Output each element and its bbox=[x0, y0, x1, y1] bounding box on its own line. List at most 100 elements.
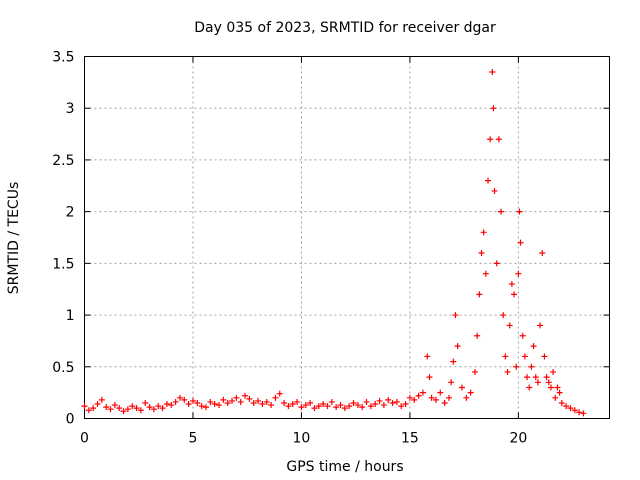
data-point bbox=[476, 291, 483, 298]
data-point bbox=[521, 353, 528, 360]
plot-frame bbox=[84, 56, 610, 419]
data-point bbox=[233, 394, 240, 401]
data-point bbox=[194, 399, 201, 406]
data-point bbox=[229, 397, 236, 404]
data-point bbox=[534, 379, 541, 386]
data-point bbox=[458, 384, 465, 391]
data-point bbox=[415, 392, 422, 399]
data-point bbox=[142, 399, 149, 406]
data-point bbox=[426, 374, 433, 381]
y-tick-label: 1.5 bbox=[52, 256, 74, 272]
data-point bbox=[580, 410, 587, 417]
data-point bbox=[354, 402, 361, 409]
data-point bbox=[454, 343, 461, 350]
data-point bbox=[513, 363, 520, 370]
data-point bbox=[576, 409, 583, 416]
x-tick-label: 0 bbox=[80, 431, 89, 447]
data-point bbox=[124, 406, 131, 413]
data-point bbox=[302, 402, 309, 409]
data-point bbox=[137, 407, 144, 414]
data-point bbox=[487, 136, 494, 143]
data-point bbox=[198, 403, 205, 410]
data-point bbox=[207, 398, 214, 405]
data-point bbox=[367, 403, 374, 410]
data-point bbox=[172, 398, 179, 405]
y-tick-label: 2.5 bbox=[52, 153, 74, 169]
data-point bbox=[185, 401, 192, 408]
x-tick-label: 15 bbox=[401, 431, 419, 447]
data-point bbox=[489, 69, 496, 76]
data-point bbox=[294, 398, 301, 405]
data-point bbox=[346, 403, 353, 410]
data-point bbox=[250, 399, 257, 406]
data-point bbox=[491, 187, 498, 194]
data-point bbox=[517, 239, 524, 246]
data-point bbox=[480, 229, 487, 236]
data-point bbox=[163, 401, 170, 408]
y-tick-label: 3.5 bbox=[52, 50, 74, 66]
data-point bbox=[341, 405, 348, 412]
data-point bbox=[211, 401, 218, 408]
data-point bbox=[380, 402, 387, 409]
data-point bbox=[467, 389, 474, 396]
data-point bbox=[524, 374, 531, 381]
data-point bbox=[307, 399, 314, 406]
data-point bbox=[94, 401, 101, 408]
data-point bbox=[441, 399, 448, 406]
data-point bbox=[485, 177, 492, 184]
data-point bbox=[567, 405, 574, 412]
data-point bbox=[298, 404, 305, 411]
data-point bbox=[424, 353, 431, 360]
grid bbox=[84, 56, 610, 419]
data-point bbox=[255, 397, 262, 404]
data-point bbox=[504, 368, 511, 375]
data-point bbox=[502, 353, 509, 360]
data-point bbox=[556, 389, 563, 396]
data-point bbox=[242, 392, 249, 399]
data-point bbox=[495, 136, 502, 143]
data-point bbox=[107, 406, 114, 413]
data-point bbox=[263, 398, 270, 405]
data-point bbox=[448, 379, 455, 386]
data-point bbox=[324, 403, 331, 410]
data-point bbox=[337, 402, 344, 409]
data-point bbox=[532, 374, 539, 381]
data-point bbox=[272, 394, 279, 401]
data-point bbox=[155, 403, 162, 410]
x-axis-label: GPS time / hours bbox=[286, 459, 403, 475]
data-point bbox=[530, 343, 537, 350]
data-point bbox=[550, 368, 557, 375]
data-point bbox=[181, 396, 188, 403]
data-point bbox=[385, 396, 392, 403]
data-point bbox=[276, 390, 283, 397]
chart-title: Day 035 of 2023, SRMTID for receiver dga… bbox=[194, 20, 496, 36]
data-point bbox=[463, 394, 470, 401]
data-point bbox=[111, 402, 118, 409]
data-point bbox=[452, 312, 459, 319]
data-point bbox=[554, 384, 561, 391]
data-point bbox=[571, 407, 578, 414]
data-point bbox=[545, 379, 552, 386]
data-point bbox=[516, 208, 523, 215]
data-point bbox=[129, 403, 136, 410]
data-point bbox=[511, 291, 518, 298]
data-point bbox=[419, 389, 426, 396]
data-point bbox=[176, 394, 183, 401]
data-point bbox=[246, 395, 253, 402]
data-point bbox=[445, 394, 452, 401]
y-tick-label: 3 bbox=[66, 101, 75, 117]
data-point bbox=[389, 399, 396, 406]
data-point bbox=[268, 402, 275, 409]
data-point bbox=[350, 399, 357, 406]
data-point bbox=[328, 398, 335, 405]
data-points bbox=[81, 69, 587, 417]
data-point bbox=[500, 312, 507, 319]
data-point bbox=[202, 404, 209, 411]
data-point bbox=[359, 404, 366, 411]
data-point bbox=[103, 404, 110, 411]
data-point bbox=[116, 405, 123, 412]
data-point bbox=[450, 358, 457, 365]
data-point bbox=[515, 270, 522, 277]
data-point bbox=[406, 394, 413, 401]
